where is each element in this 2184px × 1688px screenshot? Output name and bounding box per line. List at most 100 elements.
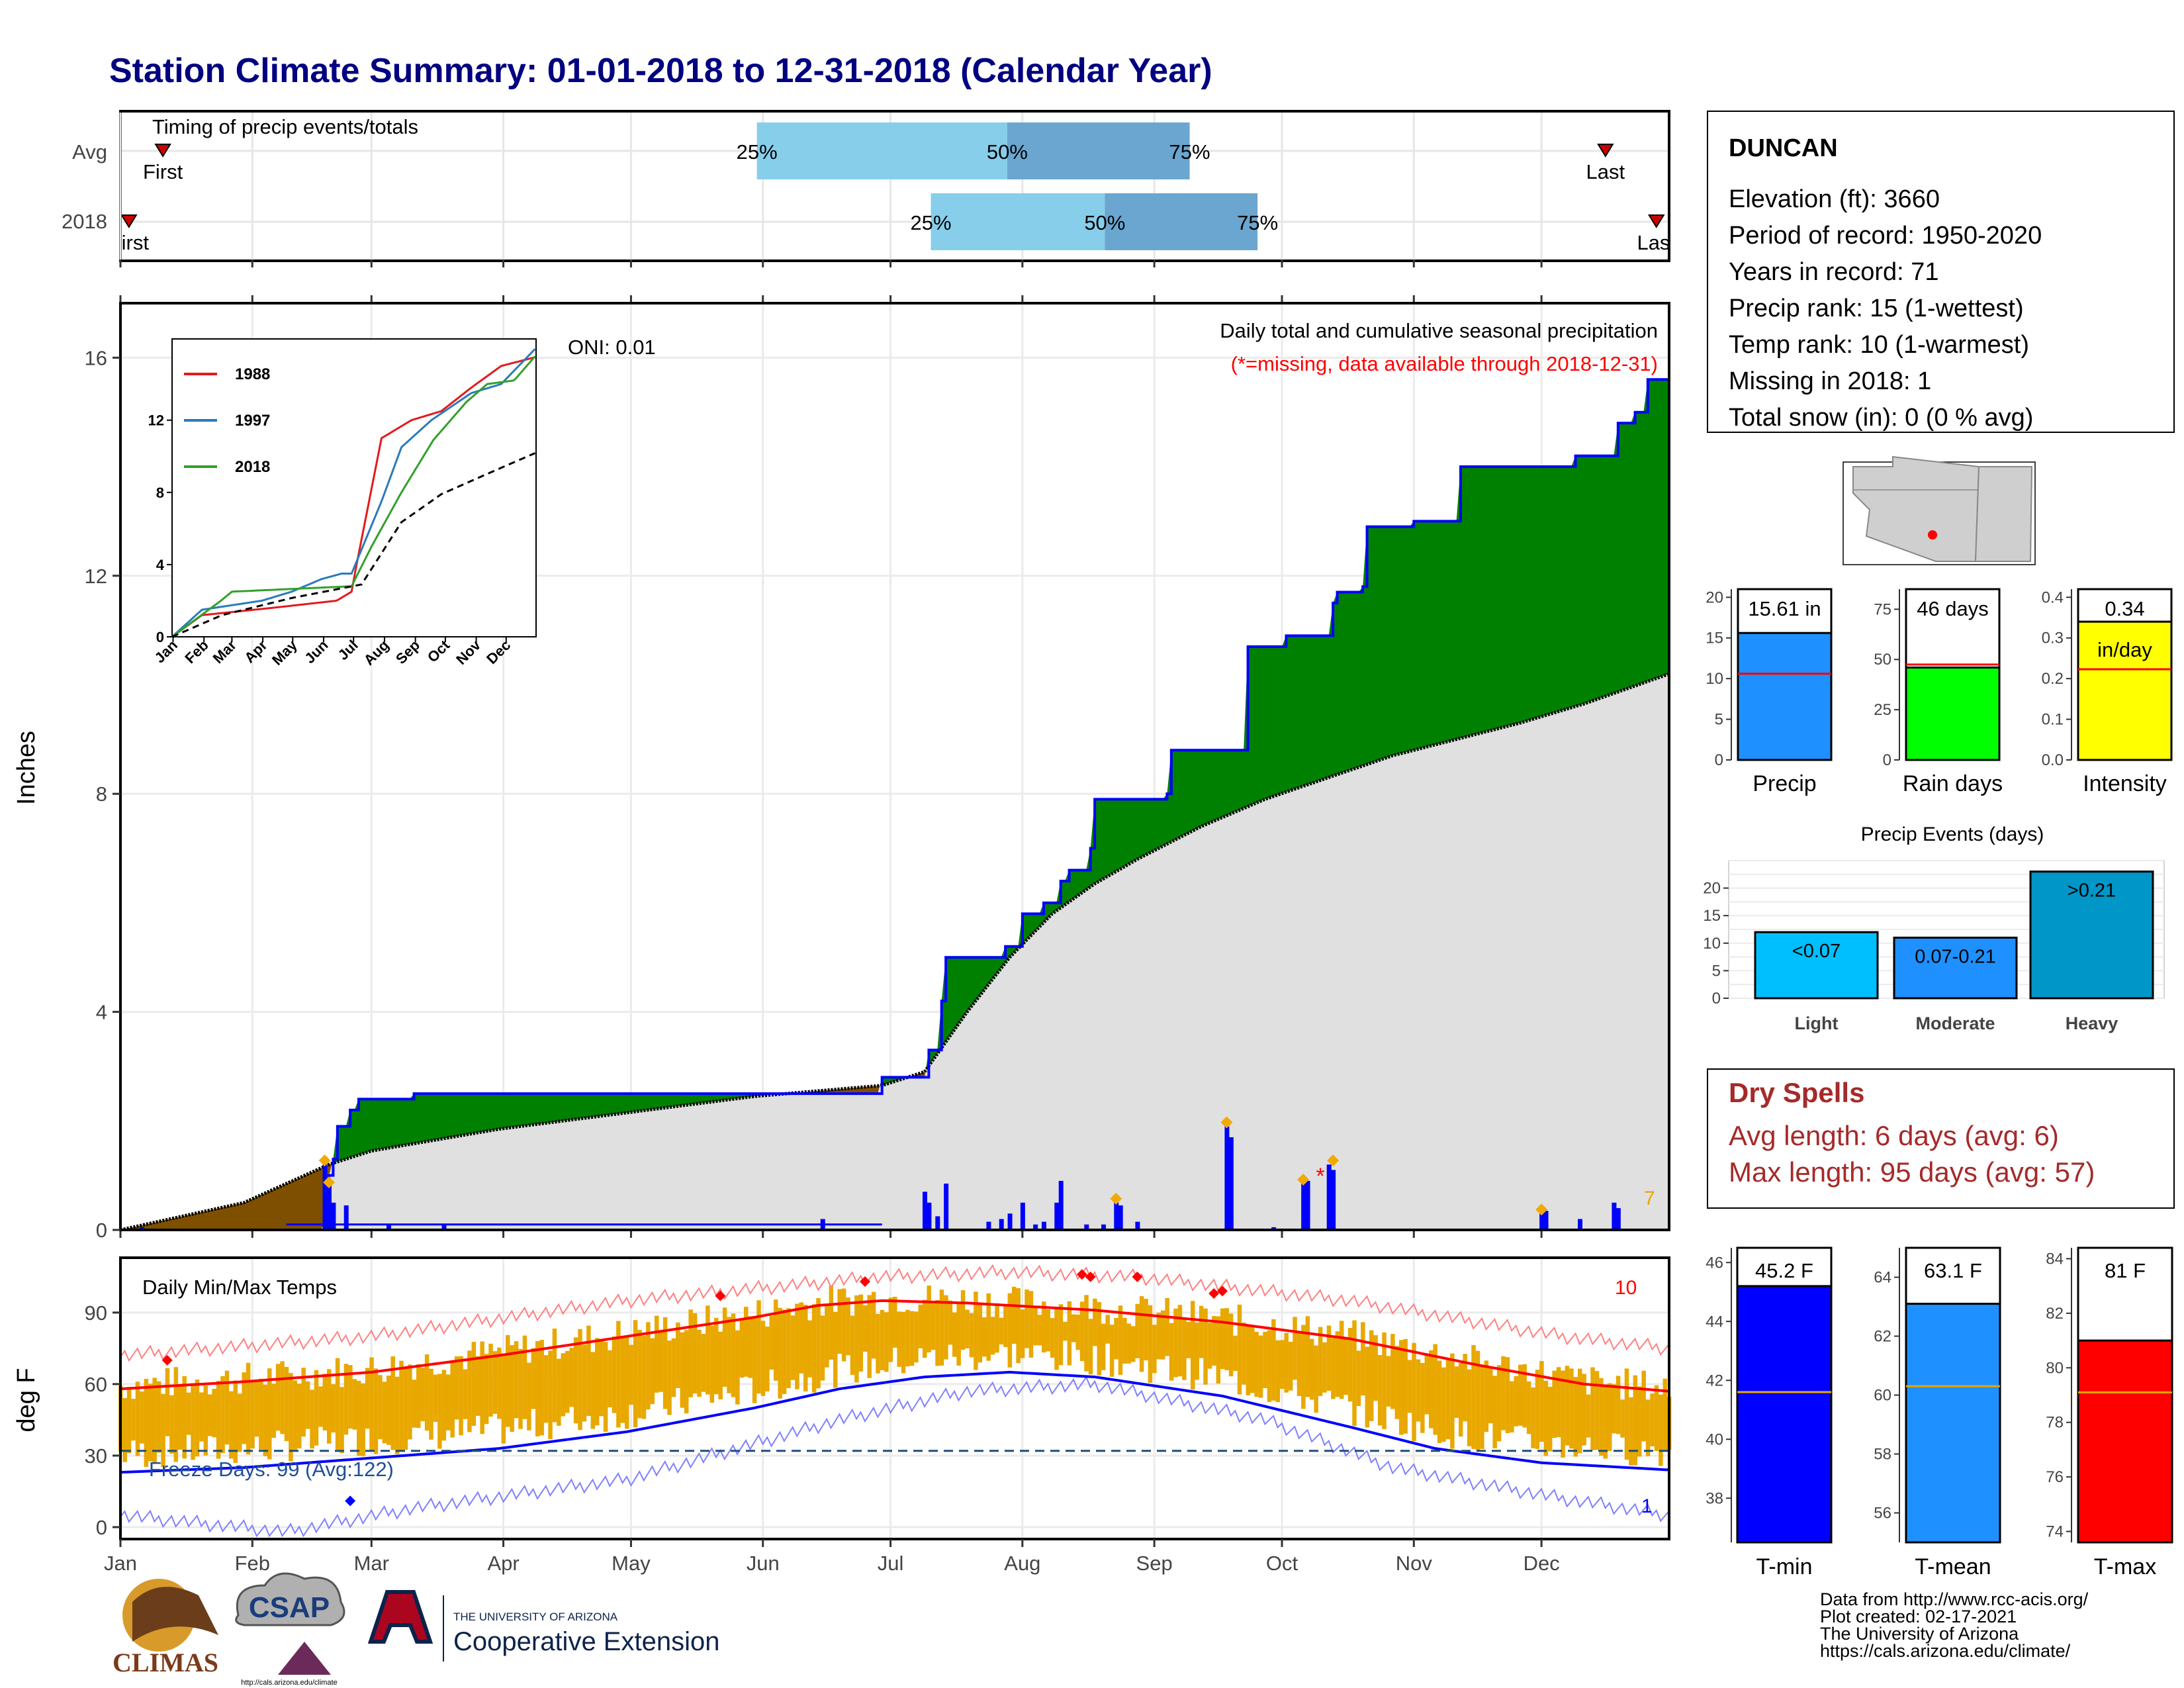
last-event-label: Last bbox=[1586, 160, 1625, 183]
daily-temp-range-bar bbox=[378, 1375, 383, 1440]
summary-bars: 0 5 10 15 20 15.61 in Precip 0 25 50 75 46 days Rain… bbox=[1706, 588, 2173, 796]
temp-summary-label: T-mean bbox=[1915, 1554, 1991, 1579]
daily-temp-range-bar bbox=[284, 1366, 289, 1441]
daily-temp-range-bar bbox=[1203, 1308, 1208, 1385]
daily-temp-range-bar bbox=[662, 1317, 668, 1409]
daily-temp-range-bar bbox=[1463, 1354, 1467, 1422]
last-event-label: Last bbox=[1637, 231, 1676, 254]
summary-bar-value: 46 days bbox=[1917, 597, 1989, 620]
daily-temp-range-bar bbox=[1254, 1331, 1259, 1397]
daily-temp-range-bar bbox=[1093, 1298, 1097, 1346]
temp-x-tick-label: Jun bbox=[747, 1552, 780, 1575]
daily-temp-range-bar bbox=[522, 1335, 527, 1419]
daily-temp-range-bar bbox=[1109, 1325, 1115, 1377]
daily-temp-range-bar bbox=[122, 1398, 127, 1462]
daily-temp-range-bar bbox=[939, 1289, 944, 1366]
daily-temp-range-bar bbox=[293, 1380, 298, 1450]
events-y-label: 15 bbox=[1703, 907, 1721, 925]
timing-panel: Timing of precip events/totals Avg 2018 … bbox=[62, 110, 1676, 267]
daily-temp-range-bar bbox=[990, 1317, 995, 1355]
daily-temp-range-bar bbox=[867, 1295, 872, 1378]
events-bar bbox=[2029, 870, 2154, 1000]
daily-temp-range-bar bbox=[1450, 1353, 1455, 1449]
temp-summary-y-label: 78 bbox=[2046, 1414, 2064, 1432]
daily-temp-range-bar bbox=[727, 1317, 731, 1393]
daily-temp-range-bar bbox=[322, 1374, 328, 1430]
heavy-day-marker bbox=[1327, 1154, 1340, 1167]
temp-summary-label: T-max bbox=[2094, 1554, 2156, 1579]
freeze-days: Freeze Days: 99 (Avg:122) bbox=[149, 1458, 394, 1481]
temp-y-tick-label: 60 bbox=[85, 1373, 107, 1396]
temp-x-tick-label: Dec bbox=[1524, 1552, 1560, 1575]
daily-temp-range-bar bbox=[242, 1372, 246, 1444]
daily-temp-range-bar bbox=[1335, 1331, 1340, 1397]
daily-temp-range-bar bbox=[1186, 1321, 1191, 1358]
daily-precip-bar bbox=[923, 1192, 927, 1230]
daily-temp-range-bar bbox=[646, 1322, 651, 1410]
daily-temp-range-bar bbox=[960, 1290, 966, 1350]
daily-temp-range-bar bbox=[1199, 1305, 1204, 1358]
daily-temp-range-bar bbox=[1305, 1316, 1310, 1397]
daily-temp-range-bar bbox=[1310, 1338, 1314, 1400]
summary-y-label: 0.1 bbox=[2042, 711, 2064, 729]
daily-temp-range-bar bbox=[1645, 1399, 1651, 1456]
daily-precip-bar bbox=[944, 1184, 949, 1230]
summary-y-label: 0.3 bbox=[2042, 630, 2064, 647]
heavy-day-marker bbox=[1297, 1174, 1310, 1186]
daily-temp-range-bar bbox=[1046, 1309, 1050, 1352]
precip-annotation-missing: (*=missing, data available through 2018-… bbox=[1231, 352, 1658, 375]
daily-temp-range-bar bbox=[769, 1315, 774, 1370]
daily-temp-range-bar bbox=[688, 1309, 693, 1397]
daily-temp-range-bar bbox=[1114, 1317, 1118, 1360]
daily-temp-range-bar bbox=[531, 1348, 536, 1409]
arizona-shape bbox=[1852, 455, 1980, 562]
daily-temp-range-bar bbox=[850, 1315, 855, 1375]
daily-temp-range-bar bbox=[833, 1311, 838, 1388]
daily-temp-range-bar bbox=[1105, 1315, 1110, 1344]
daily-precip-bar bbox=[1271, 1227, 1277, 1230]
daily-temp-range-bar bbox=[212, 1389, 216, 1438]
daily-temp-range-bar bbox=[1024, 1289, 1029, 1348]
record-temp-marker bbox=[860, 1276, 870, 1288]
daily-temp-range-bar bbox=[191, 1383, 195, 1460]
daily-precip-bar bbox=[1228, 1137, 1234, 1230]
daily-temp-range-bar bbox=[1412, 1342, 1416, 1442]
temp-summary-fill bbox=[1736, 1285, 1833, 1544]
daily-temp-range-bar bbox=[365, 1368, 370, 1429]
events-bar bbox=[1893, 936, 2018, 1000]
daily-temp-range-bar bbox=[492, 1351, 498, 1414]
daily-temp-range-bar bbox=[1573, 1377, 1578, 1457]
temp-ylabel: deg F bbox=[13, 1368, 40, 1432]
daily-temp-range-bar bbox=[944, 1295, 948, 1360]
daily-temp-range-bar bbox=[1578, 1368, 1582, 1454]
daily-temp-range-bar bbox=[731, 1313, 736, 1397]
precip-ylabel: Inches bbox=[13, 731, 40, 805]
timing-p50-label: 50% bbox=[987, 140, 1028, 164]
daily-precip-bar bbox=[322, 1164, 328, 1230]
temp-summary-y-label: 46 bbox=[1706, 1254, 1723, 1272]
daily-temp-range-bar bbox=[1058, 1304, 1064, 1366]
daily-temp-range-bar bbox=[1407, 1360, 1412, 1413]
daily-temp-range-bar bbox=[126, 1387, 132, 1454]
summary-bar-value: 0.34 bbox=[2105, 597, 2144, 620]
inset-y-label: 12 bbox=[148, 412, 164, 429]
daily-temp-range-bar bbox=[280, 1361, 285, 1434]
ua-a-icon bbox=[367, 1590, 433, 1644]
precip-y-tick-label: 16 bbox=[85, 346, 107, 369]
daily-temp-range-bar bbox=[1212, 1316, 1216, 1366]
daily-temp-range-bar bbox=[1484, 1360, 1489, 1432]
daily-precip-bar bbox=[343, 1205, 349, 1230]
temp-summary-y-label: 60 bbox=[1874, 1387, 1891, 1405]
daily-temp-range-bar bbox=[1475, 1350, 1480, 1450]
daily-temp-range-bar bbox=[1322, 1342, 1327, 1393]
precip-y-tick-label: 4 bbox=[96, 1001, 107, 1024]
daily-temp-range-bar bbox=[454, 1356, 459, 1420]
daily-precip-bar bbox=[1301, 1184, 1306, 1230]
daily-precip-bar bbox=[1007, 1213, 1013, 1230]
daily-temp-range-bar bbox=[561, 1353, 566, 1417]
daily-temp-range-bar bbox=[1403, 1338, 1408, 1434]
daily-temp-range-bar bbox=[331, 1384, 336, 1432]
daily-temp-range-bar bbox=[756, 1300, 761, 1394]
daily-temp-range-bar bbox=[199, 1392, 204, 1442]
daily-precip-bar bbox=[1331, 1170, 1336, 1230]
